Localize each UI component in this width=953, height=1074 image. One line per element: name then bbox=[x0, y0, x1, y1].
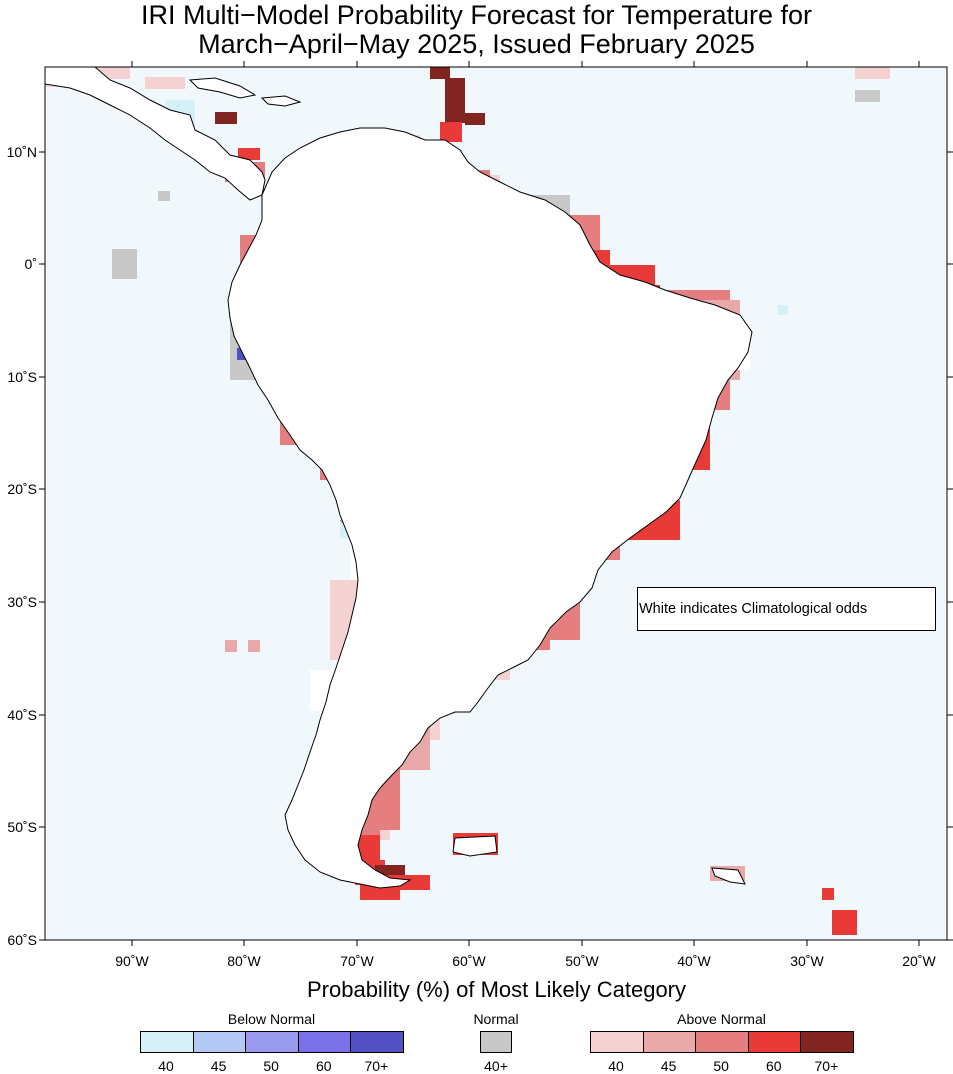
latitude-label: 30˚S bbox=[7, 594, 37, 610]
longitude-labels: 90˚W 80˚W 70˚W 60˚W 50˚W 40˚W 30˚W 20˚W bbox=[115, 953, 936, 969]
probability-cell bbox=[430, 67, 450, 79]
latitude-label: 50˚S bbox=[7, 819, 37, 835]
legend-normal-tick: 40+ bbox=[484, 1058, 508, 1074]
longitude-label: 60˚W bbox=[452, 953, 486, 969]
legend-below-swatch bbox=[297, 1031, 352, 1053]
legend-below-normal-label: Below Normal bbox=[227, 1011, 316, 1027]
forecast-map: 10˚N 0˚ 10˚S 20˚S 30˚S 40˚S 50˚S 60˚S 90˚W 80˚W 7… bbox=[7, 61, 953, 969]
probability-cell bbox=[238, 148, 260, 160]
latitude-label: 20˚S bbox=[7, 481, 37, 497]
legend-above-tick: 60 bbox=[766, 1058, 782, 1074]
probability-cell bbox=[248, 640, 260, 652]
probability-cell bbox=[215, 112, 237, 124]
probability-cell bbox=[112, 249, 137, 279]
probability-cell bbox=[855, 67, 890, 79]
latitude-label: 0˚ bbox=[25, 256, 37, 272]
longitude-label: 70˚W bbox=[340, 953, 374, 969]
legend-above-tick: 45 bbox=[660, 1058, 677, 1074]
latitude-labels: 10˚N 0˚ 10˚S 20˚S 30˚S 40˚S 50˚S 60˚S bbox=[7, 144, 37, 948]
probability-cell bbox=[225, 640, 237, 652]
latitude-label: 60˚S bbox=[7, 932, 37, 948]
legend-title: Probability (%) of Most Likely Category bbox=[306, 977, 687, 1002]
legend-below-tick: 60 bbox=[316, 1058, 332, 1074]
probability-cell bbox=[822, 888, 834, 900]
probability-cell bbox=[855, 90, 880, 102]
longitude-label: 80˚W bbox=[227, 953, 261, 969]
map-title-line-2: March−April−May 2025, Issued February 20… bbox=[198, 29, 755, 59]
legend-above-swatch bbox=[800, 1031, 854, 1053]
probability-cell bbox=[465, 113, 485, 125]
legend-above-swatch bbox=[642, 1031, 697, 1053]
legend-above-swatch bbox=[695, 1031, 749, 1053]
axis-ticks bbox=[39, 61, 953, 946]
climatology-note: White indicates Climatological odds bbox=[637, 587, 936, 631]
longitude-label: 90˚W bbox=[115, 953, 149, 969]
legend-above-tick: 50 bbox=[713, 1058, 729, 1074]
longitude-label: 50˚W bbox=[565, 953, 599, 969]
legend-below-swatch bbox=[140, 1031, 194, 1053]
legend-below-swatch bbox=[350, 1031, 404, 1053]
probability-cell bbox=[145, 77, 185, 89]
map-frame bbox=[44, 66, 948, 941]
legend-normal-label: Normal bbox=[473, 1011, 519, 1027]
probability-cell bbox=[445, 78, 465, 123]
legend-above-swatch bbox=[590, 1031, 644, 1053]
latitude-label: 10˚N bbox=[7, 144, 37, 160]
probability-cell bbox=[778, 305, 788, 315]
latitude-label: 40˚S bbox=[7, 707, 37, 723]
legend-below-tick: 40 bbox=[158, 1058, 174, 1074]
legend-below-swatch bbox=[245, 1031, 299, 1053]
probability-cell bbox=[832, 910, 857, 935]
legend-above-tick: 40 bbox=[608, 1058, 624, 1074]
longitude-label: 30˚W bbox=[790, 953, 824, 969]
longitude-label: 20˚W bbox=[902, 953, 936, 969]
probability-cell bbox=[158, 191, 170, 201]
legend-above-tick: 70+ bbox=[814, 1058, 839, 1074]
legend-above-normal-label: Above Normal bbox=[677, 1011, 766, 1027]
map-title-line-1: IRI Multi−Model Probability Forecast for… bbox=[140, 0, 813, 30]
longitude-label: 40˚W bbox=[677, 953, 711, 969]
legend-above-swatch bbox=[747, 1031, 802, 1053]
legend-below-tick: 45 bbox=[210, 1058, 227, 1074]
probability-cell bbox=[440, 122, 462, 142]
legend-below-swatch bbox=[192, 1031, 247, 1053]
latitude-label: 10˚S bbox=[7, 369, 37, 385]
legend-normal-swatch bbox=[480, 1031, 512, 1053]
legend-below-tick: 50 bbox=[263, 1058, 279, 1074]
legend-below-tick: 70+ bbox=[364, 1058, 389, 1074]
